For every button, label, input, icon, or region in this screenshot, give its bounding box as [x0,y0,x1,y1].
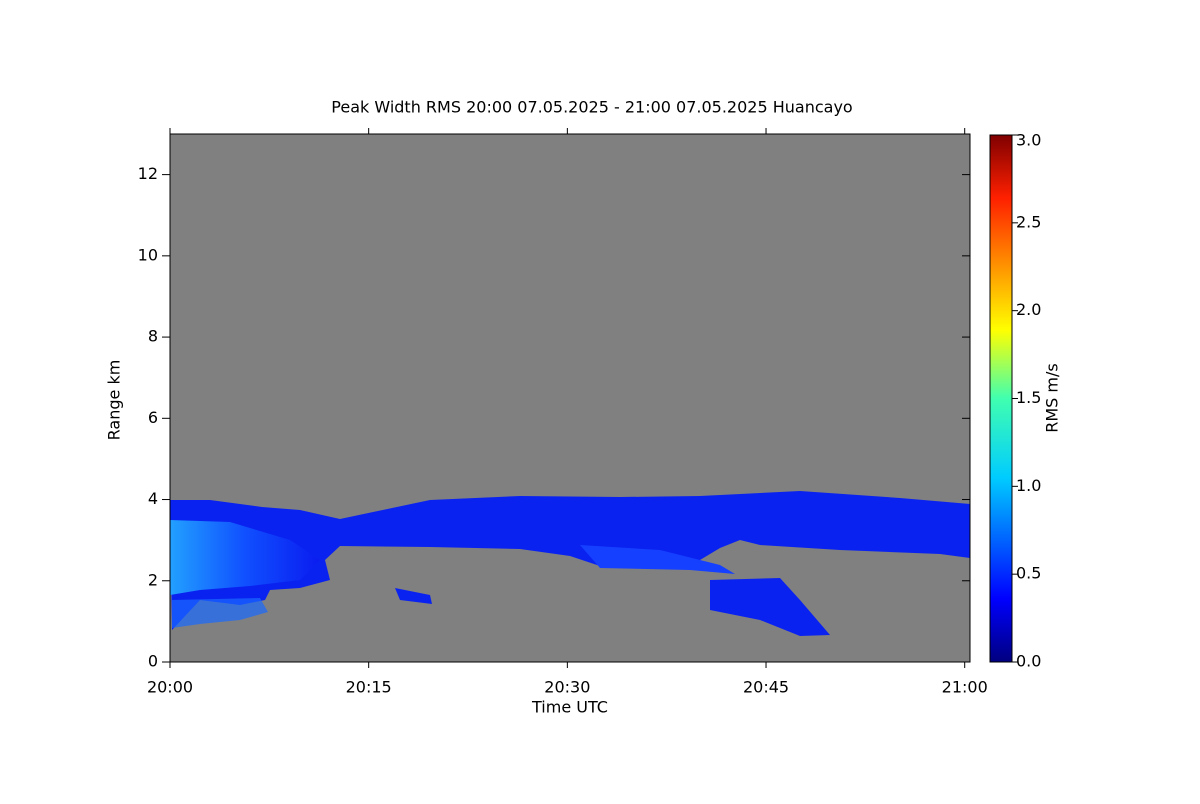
colorbar [989,134,1013,663]
colorbar-tick-label: 1.0 [1016,476,1041,495]
y-tick-label: 6 [148,408,158,427]
colorbar-label: RMS m/s [1043,363,1062,432]
plot-frame [169,133,971,663]
colorbar-tick-label: 3.0 [1016,131,1041,150]
y-tick-label: 8 [148,327,158,346]
y-axis-label: Range km [105,360,124,441]
colorbar-tick-label: 1.5 [1016,388,1041,407]
y-tick-label: 4 [148,489,158,508]
echo-field [170,491,970,636]
colorbar-tick-label: 2.5 [1016,212,1041,231]
y-tick-label: 2 [148,570,158,589]
x-axis-label: Time UTC [531,698,608,717]
colorbar-tick-label: 0.5 [1016,564,1041,583]
chart-title: Peak Width RMS 20:00 07.05.2025 - 21:00 … [331,98,852,117]
x-tick-label: 20:00 [147,678,193,697]
y-tick-label: 10 [138,245,158,264]
x-tick-label: 20:45 [743,678,789,697]
colorbar-tick-label: 2.0 [1016,300,1041,319]
y-tick-label: 0 [148,652,158,671]
x-tick-label: 20:30 [544,678,590,697]
x-tick-label: 21:00 [942,678,988,697]
colorbar-tick-label: 0.0 [1016,652,1041,671]
y-tick-label: 12 [138,164,158,183]
x-tick-label: 20:15 [346,678,392,697]
